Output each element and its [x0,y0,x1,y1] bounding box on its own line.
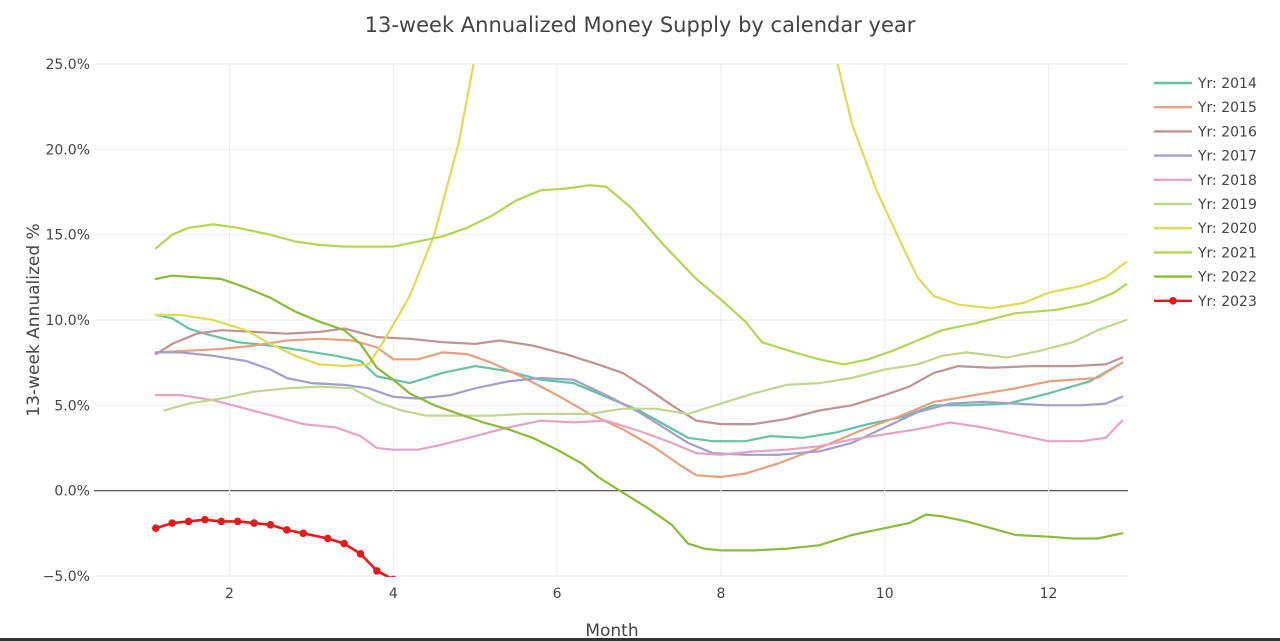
series-yr-2018 [154,394,1124,456]
bottom-border [0,638,1280,641]
x-tick-label: 10 [876,586,894,602]
grid-layer [94,63,1128,577]
series-yr-2020 [154,64,1128,368]
y-tick-label: 15.0% [46,228,90,244]
series-yr-2023 [151,515,397,577]
legend-item-yr-2017[interactable]: Yr: 2017 [1154,149,1257,165]
x-tick-label: 2 [225,586,234,602]
series-line [154,274,1124,552]
data-point [168,519,176,527]
data-point [323,534,332,543]
x-tick-labels: 2 4 6 8 10 12 [225,586,1057,602]
legend-label: Yr: 2014 [1197,76,1257,92]
series-line [154,184,1128,366]
data-point [250,519,258,527]
data-point [151,524,160,533]
data-point [299,529,308,538]
series-yr-2021 [154,184,1128,366]
legend-label: Yr: 2021 [1197,245,1257,261]
y-tick-label: 20.0% [46,142,90,158]
y-tick-labels: −5.0% 0.0% 5.0% 10.0% 15.0% 20.0% 25.0% [43,57,90,585]
legend: Yr: 2014 Yr: 2015 Yr: 2016 Yr: 2017 Yr: 2018… [1154,76,1257,310]
series-line [154,518,392,577]
series-layer [151,64,1128,577]
y-tick-label: −5.0% [43,569,90,585]
data-point [373,567,381,575]
x-tick-label: 4 [389,586,398,602]
data-point [266,521,275,529]
legend-item-yr-2019[interactable]: Yr: 2019 [1154,197,1257,213]
series-yr-2016 [154,327,1124,426]
legend-item-yr-2018[interactable]: Yr: 2018 [1154,173,1257,189]
series-yr-2019 [162,318,1128,417]
legend-item-yr-2016[interactable]: Yr: 2016 [1154,124,1257,140]
legend-label: Yr: 2016 [1197,124,1257,140]
legend-label: Yr: 2023 [1197,294,1257,310]
data-point [340,539,348,548]
y-tick-label: 5.0% [54,398,90,414]
series-line [154,313,1124,443]
legend-label: Yr: 2015 [1197,100,1257,116]
series-line [154,351,1124,456]
y-tick-label: 10.0% [46,313,90,329]
series-yr-2017 [154,351,1124,456]
data-point [184,517,193,526]
series-line [154,64,1128,368]
legend-label: Yr: 2020 [1197,221,1257,237]
legend-label: Yr: 2017 [1197,149,1257,165]
legend-item-yr-2023[interactable]: Yr: 2023 [1154,294,1257,310]
x-tick-label: 8 [716,586,725,602]
data-point [233,517,242,526]
data-point [356,550,365,558]
series-line [154,327,1124,426]
data-point [201,515,209,524]
chart-title: 13-week Annualized Money Supply by calen… [365,13,916,37]
legend-label: Yr: 2022 [1197,270,1257,286]
series-yr-2014 [154,313,1124,443]
data-point [217,517,226,526]
legend-item-yr-2020[interactable]: Yr: 2020 [1154,221,1257,237]
data-point [390,575,397,577]
legend-item-yr-2021[interactable]: Yr: 2021 [1154,245,1257,261]
x-tick-label: 12 [1040,586,1058,602]
legend-marker [1169,297,1177,305]
series-yr-2022 [154,274,1124,552]
x-axis-title: Month [585,621,638,641]
y-tick-label: 25.0% [46,57,90,73]
legend-item-yr-2022[interactable]: Yr: 2022 [1154,270,1257,286]
legend-item-yr-2015[interactable]: Yr: 2015 [1154,100,1257,116]
legend-item-yr-2014[interactable]: Yr: 2014 [1154,76,1257,92]
y-axis-title: 13-week Annualized % [24,223,44,416]
series-line [154,394,1124,456]
legend-label: Yr: 2018 [1197,173,1257,189]
x-tick-label: 6 [553,586,562,602]
y-tick-label: 0.0% [54,484,90,500]
series-line [162,318,1128,417]
data-point [283,526,291,534]
legend-label: Yr: 2019 [1197,197,1257,213]
